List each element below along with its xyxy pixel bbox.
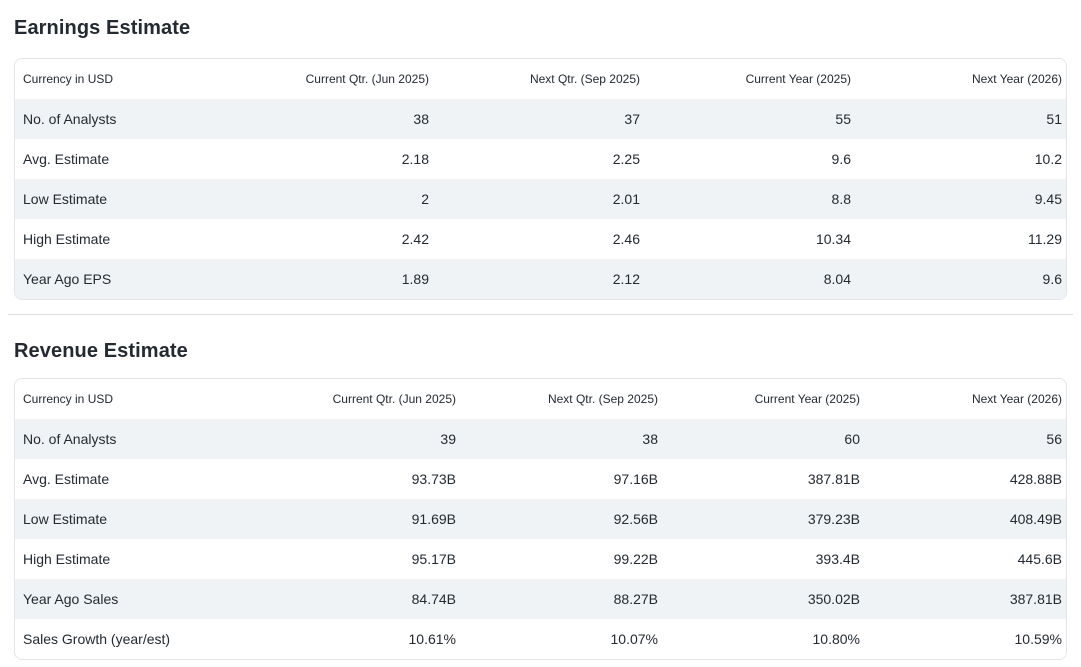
cell-value: 10.34 [815,231,851,247]
row-label: No. of Analysts [23,111,117,127]
cell-value: 387.81B [1009,591,1062,607]
cell-value: 37 [624,111,640,127]
cell-value: 1.89 [401,271,429,287]
column-header-next-year: Next Year (2026) [855,59,1066,99]
cell-value: 393.4B [815,551,860,567]
cell-value: 11.29 [1028,231,1062,247]
table-header-row: Currency in USD Current Qtr. (Jun 2025) … [15,379,1066,419]
cell-value: 97.16B [613,471,658,487]
revenue-estimate-card: Currency in USD Current Qtr. (Jun 2025) … [14,378,1067,660]
cell-value: 2.42 [401,231,429,247]
row-label: Sales Growth (year/est) [23,631,171,647]
cell-value: 2.01 [612,191,640,207]
cell-value: 350.02B [807,591,860,607]
table-row: Sales Growth (year/est) 10.61% 10.07% 10… [15,619,1066,659]
row-label: Avg. Estimate [23,151,110,167]
cell-value: 8.8 [831,191,851,207]
table-row: Low Estimate 91.69B 92.56B 379.23B 408.4… [15,499,1066,539]
table-row: Year Ago Sales 84.74B 88.27B 350.02B 387… [15,579,1066,619]
table-row: Avg. Estimate 2.18 2.25 9.6 10.2 [15,139,1066,179]
cell-value: 39 [440,431,456,447]
cell-value: 445.6B [1017,551,1062,567]
cell-value: 428.88B [1009,471,1062,487]
cell-value: 10.59% [1014,631,1062,647]
cell-value: 55 [835,111,851,127]
row-label: Year Ago Sales [23,591,119,607]
earnings-estimate-table: Currency in USD Current Qtr. (Jun 2025) … [15,59,1066,299]
table-row: Avg. Estimate 93.73B 97.16B 387.81B 428.… [15,459,1066,499]
revenue-estimate-title: Revenue Estimate [14,340,188,362]
cell-value: 9.6 [831,151,851,167]
table-row: Low Estimate 2 2.01 8.8 9.45 [15,179,1066,219]
cell-value: 99.22B [613,551,658,567]
earnings-estimate-title: Earnings Estimate [14,17,191,39]
column-header-next-year: Next Year (2026) [864,379,1066,419]
row-label: Low Estimate [23,191,108,207]
column-header-next-qtr: Next Qtr. (Sep 2025) [460,379,662,419]
cell-value: 10.07% [610,631,658,647]
table-row: Year Ago EPS 1.89 2.12 8.04 9.6 [15,259,1066,299]
cell-value: 2.25 [612,151,640,167]
revenue-estimate-table: Currency in USD Current Qtr. (Jun 2025) … [15,379,1066,659]
cell-value: 2.12 [612,271,640,287]
cell-value: 93.73B [411,471,456,487]
cell-value: 2.18 [401,151,429,167]
column-header-current-year: Current Year (2025) [644,59,855,99]
cell-value: 95.17B [411,551,456,567]
row-label: High Estimate [23,231,111,247]
cell-value: 379.23B [807,511,860,527]
cell-value: 88.27B [613,591,658,607]
table-row: High Estimate 95.17B 99.22B 393.4B 445.6… [15,539,1066,579]
cell-value: 10.80% [812,631,860,647]
cell-value: 56 [1046,431,1062,447]
row-label: No. of Analysts [23,431,117,447]
column-header-current-qtr: Current Qtr. (Jun 2025) [258,379,460,419]
cell-value: 8.04 [823,271,851,287]
column-header-currency: Currency in USD [15,59,222,99]
cell-value: 2 [421,191,429,207]
cell-value: 84.74B [411,591,456,607]
cell-value: 10.2 [1034,151,1062,167]
column-header-next-qtr: Next Qtr. (Sep 2025) [433,59,644,99]
cell-value: 2.46 [612,231,640,247]
row-label: High Estimate [23,551,111,567]
cell-value: 38 [642,431,658,447]
section-divider [8,314,1073,315]
table-row: High Estimate 2.42 2.46 10.34 11.29 [15,219,1066,259]
cell-value: 408.49B [1009,511,1062,527]
earnings-estimate-card: Currency in USD Current Qtr. (Jun 2025) … [14,58,1067,300]
table-row: No. of Analysts 38 37 55 51 [15,99,1066,139]
cell-value: 60 [844,431,860,447]
cell-value: 10.61% [408,631,456,647]
column-header-current-year: Current Year (2025) [662,379,864,419]
table-header-row: Currency in USD Current Qtr. (Jun 2025) … [15,59,1066,99]
cell-value: 91.69B [411,511,456,527]
table-row: No. of Analysts 39 38 60 56 [15,419,1066,459]
cell-value: 9.6 [1042,271,1062,287]
cell-value: 92.56B [613,511,658,527]
row-label: Avg. Estimate [23,471,110,487]
cell-value: 387.81B [807,471,860,487]
row-label: Low Estimate [23,511,108,527]
column-header-current-qtr: Current Qtr. (Jun 2025) [222,59,433,99]
cell-value: 38 [413,111,429,127]
column-header-currency: Currency in USD [15,379,258,419]
cell-value: 9.45 [1034,191,1062,207]
cell-value: 51 [1046,111,1062,127]
row-label: Year Ago EPS [23,271,112,287]
